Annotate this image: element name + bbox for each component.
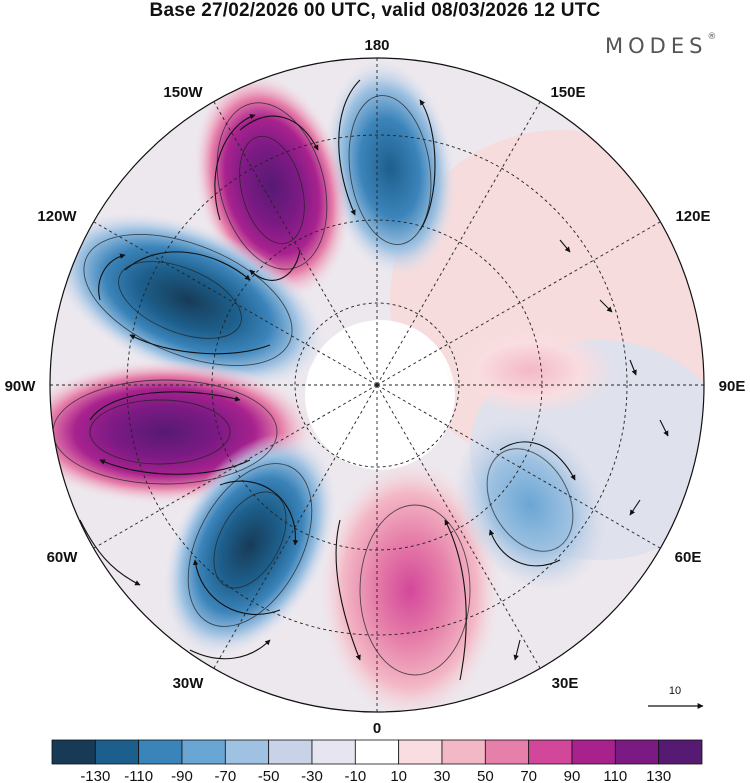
- colorbar-ticks: -130 -110 -90 -70 -50 -30 -10 10 30 50 70 90 110 130: [80, 768, 671, 783]
- colorbar-tick-label: -10: [344, 768, 366, 783]
- lon-label-150e: 150E: [550, 84, 585, 101]
- lon-label-150w: 150W: [163, 84, 203, 101]
- colorbar-tick-label: 70: [520, 768, 537, 783]
- colorbar-swatch: [441, 739, 486, 765]
- colorbar-tick-label: 50: [477, 768, 494, 783]
- colorbar-swatch: [94, 739, 140, 765]
- lon-label-120w: 120W: [37, 208, 77, 225]
- colorbar-tick-label: -130: [80, 768, 110, 783]
- colorbar-swatch: [571, 739, 616, 765]
- lon-label-120e: 120E: [675, 208, 710, 225]
- colorbar-swatch: [528, 739, 573, 765]
- lon-label-60e: 60E: [675, 549, 702, 566]
- negative-anomaly-pacific: [323, 58, 457, 278]
- colorbar-tick-label: 110: [603, 768, 627, 783]
- modes-logo: MODES®: [605, 32, 717, 58]
- brand-name: MODES: [605, 34, 708, 58]
- colorbar-swatch: [268, 739, 313, 765]
- colorbar-tick-label: 30: [434, 768, 451, 783]
- colorbar-tick-label: -110: [124, 768, 153, 783]
- colorbar-tick-label: 130: [646, 768, 671, 783]
- lon-label-90e: 90E: [719, 378, 746, 395]
- map-boundary: [49, 57, 705, 713]
- negative-anomaly-canada: [50, 211, 326, 389]
- colorbar-swatch: [614, 739, 660, 765]
- graticule: [50, 58, 704, 712]
- colorbar-tick-label: -30: [301, 768, 323, 783]
- lon-label-60w: 60W: [47, 549, 79, 566]
- colorbar-tick-label: 90: [564, 768, 581, 783]
- lon-label-30e: 30E: [552, 675, 579, 692]
- colorbar-swatch: [138, 739, 183, 765]
- lon-label-180: 180: [364, 37, 389, 54]
- colorbar-swatch: [398, 739, 443, 765]
- colorbar-swatch: [658, 739, 703, 765]
- negative-anomaly-atlantic: [163, 433, 337, 657]
- lon-label-90w: 90W: [5, 378, 37, 395]
- colorbar-tick-label: -50: [258, 768, 280, 783]
- lon-label-0: 0: [373, 720, 381, 737]
- colorbar-swatch: [354, 739, 400, 765]
- chart-title: Base 27/02/2026 00 UTC, valid 08/03/2026…: [149, 0, 601, 21]
- lon-label-30w: 30W: [173, 675, 205, 692]
- positive-anomaly-asia: [445, 325, 615, 415]
- wind-vectors: [79, 79, 669, 681]
- colorbar-swatch: [224, 739, 270, 765]
- colorbar-tick-label: -90: [171, 768, 193, 783]
- positive-anomaly-europe: [320, 460, 500, 712]
- registered-mark: ®: [707, 32, 717, 42]
- anomaly-field: [50, 58, 704, 712]
- colorbar-tick-label: 10: [390, 768, 407, 783]
- colorbar: [51, 739, 703, 765]
- reference-vector-label: 10: [669, 685, 681, 697]
- colorbar-swatch: [51, 739, 96, 765]
- colorbar-swatch: [484, 739, 530, 765]
- colorbar-tick-label: -70: [214, 768, 236, 783]
- colorbar-swatch: [181, 739, 226, 765]
- colorbar-swatch: [311, 739, 356, 765]
